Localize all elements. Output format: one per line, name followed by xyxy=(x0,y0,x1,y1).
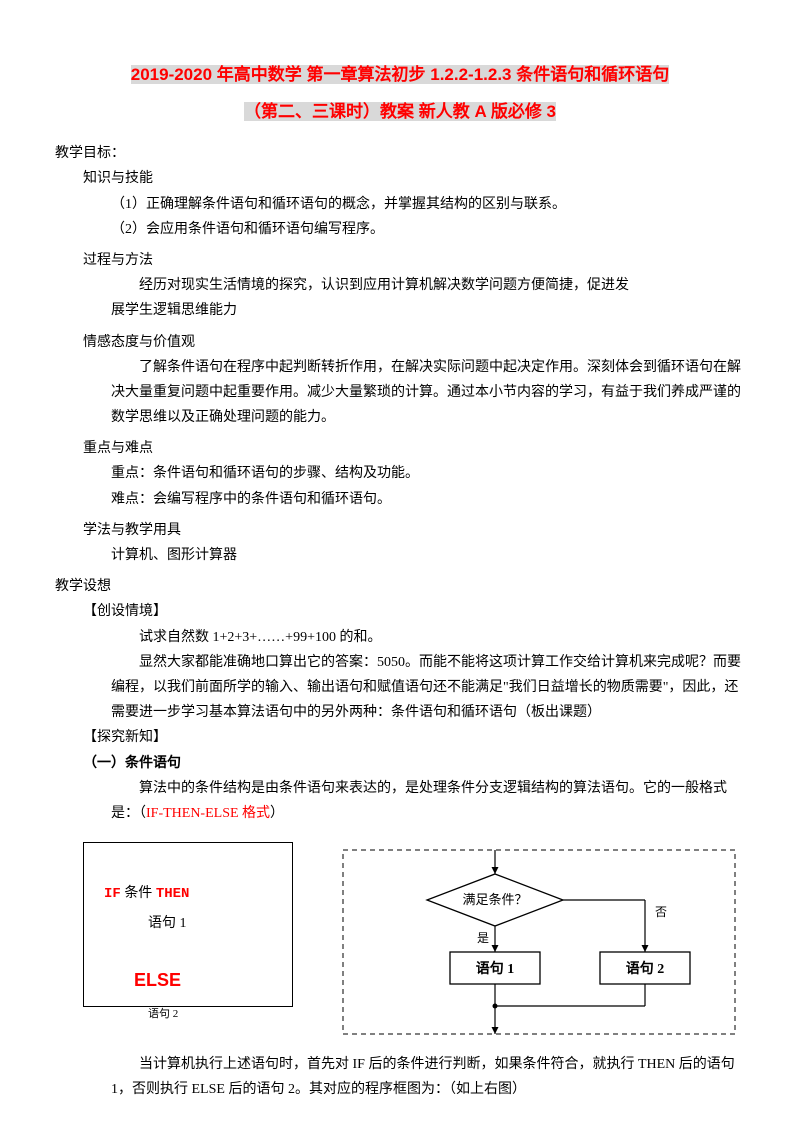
flow-no-label: 否 xyxy=(655,905,667,919)
key-text: 重点：条件语句和循环语句的步骤、结构及功能。 xyxy=(55,461,745,486)
diff-text: 难点：会编写程序中的条件语句和循环语句。 xyxy=(55,487,745,512)
explore-heading: 【探究新知】 xyxy=(55,725,745,750)
code-if: IF xyxy=(104,886,121,902)
create-heading: 【创设情境】 xyxy=(55,599,745,624)
knowledge-heading: 知识与技能 xyxy=(55,166,745,191)
code-else: ELSE xyxy=(104,964,280,996)
cond-p1: 算法中的条件结构是由条件语句来表达的，是处理条件分支逻辑结构的算法语句。它的一般… xyxy=(55,776,745,826)
code-cond: 条件 xyxy=(121,886,156,901)
values-text: 了解条件语句在程序中起判断转折作用，在解决实际问题中起决定作用。深刻体会到循环语… xyxy=(55,355,745,431)
cond-heading: （一）条件语句 xyxy=(55,751,745,776)
title-line-1: 2019-2020 年高中数学 第一章算法初步 1.2.2-1.2.3 条件语句… xyxy=(55,60,745,91)
if-then-else-codebox: IF 条件 THEN 语句 1 ELSE 语句 2 xyxy=(83,842,293,1007)
after-p: 当计算机执行上述语句时，首先对 IF 后的条件进行判断，如果条件符合，就执行 T… xyxy=(55,1052,745,1102)
values-heading: 情感态度与价值观 xyxy=(55,330,745,355)
title-seg-3: 1.2.2-1.2.3 xyxy=(430,65,511,84)
title-line-2: （第二、三课时）教案 新人教 A 版必修 3 xyxy=(55,97,745,128)
create-p2: 显然大家都能准确地口算出它的答案：5050。而能不能将这项计算工作交给计算机来完… xyxy=(55,650,745,726)
code-stmt1: 语句 1 xyxy=(104,911,280,936)
cond-p1c: ） xyxy=(270,806,284,821)
flow-yes-label: 是 xyxy=(477,931,489,945)
flowchart-svg: 满足条件？ 是 否 语句 1 语句 2 xyxy=(325,842,745,1042)
create-p1: 试求自然数 1+2+3+……+99+100 的和。 xyxy=(55,625,745,650)
knowledge-item-1: （1）正确理解条件语句和循环语句的概念，并掌握其结构的区别与联系。 xyxy=(55,192,745,217)
keydiff-heading: 重点与难点 xyxy=(55,436,745,461)
figure-row: IF 条件 THEN 语句 1 ELSE 语句 2 满足条件？ 是 否 语句 1… xyxy=(55,842,745,1042)
cond-p1b: IF-THEN-ELSE 格式 xyxy=(146,806,270,821)
code-then: THEN xyxy=(156,886,190,902)
title-seg-2: 年高中数学 第一章算法初步 xyxy=(212,65,430,84)
code-stmt2: 语句 2 xyxy=(104,1005,280,1025)
process-heading: 过程与方法 xyxy=(55,248,745,273)
flow-box-1-text: 语句 1 xyxy=(476,960,515,977)
goal-heading: 教学目标： xyxy=(55,141,745,166)
flow-box-2-text: 语句 2 xyxy=(626,960,665,977)
title-line-2-text: （第二、三课时）教案 新人教 A 版必修 3 xyxy=(244,102,556,121)
knowledge-item-2: （2）会应用条件语句和循环语句编写程序。 xyxy=(55,217,745,242)
flow-cond-text: 满足条件？ xyxy=(462,892,527,907)
design-heading: 教学设想 xyxy=(55,574,745,599)
method-text: 计算机、图形计算器 xyxy=(55,543,745,568)
title-seg-4: 条件语句和循环语句 xyxy=(512,65,670,84)
method-heading: 学法与教学用具 xyxy=(55,518,745,543)
process-text-2: 展学生逻辑思维能力 xyxy=(55,298,745,323)
process-text-1: 经历对现实生活情境的探究，认识到应用计算机解决数学问题方便简捷，促进发 xyxy=(55,273,745,298)
title-seg-1: 2019-2020 xyxy=(131,65,212,84)
code-if-line: IF 条件 THEN xyxy=(104,881,280,907)
